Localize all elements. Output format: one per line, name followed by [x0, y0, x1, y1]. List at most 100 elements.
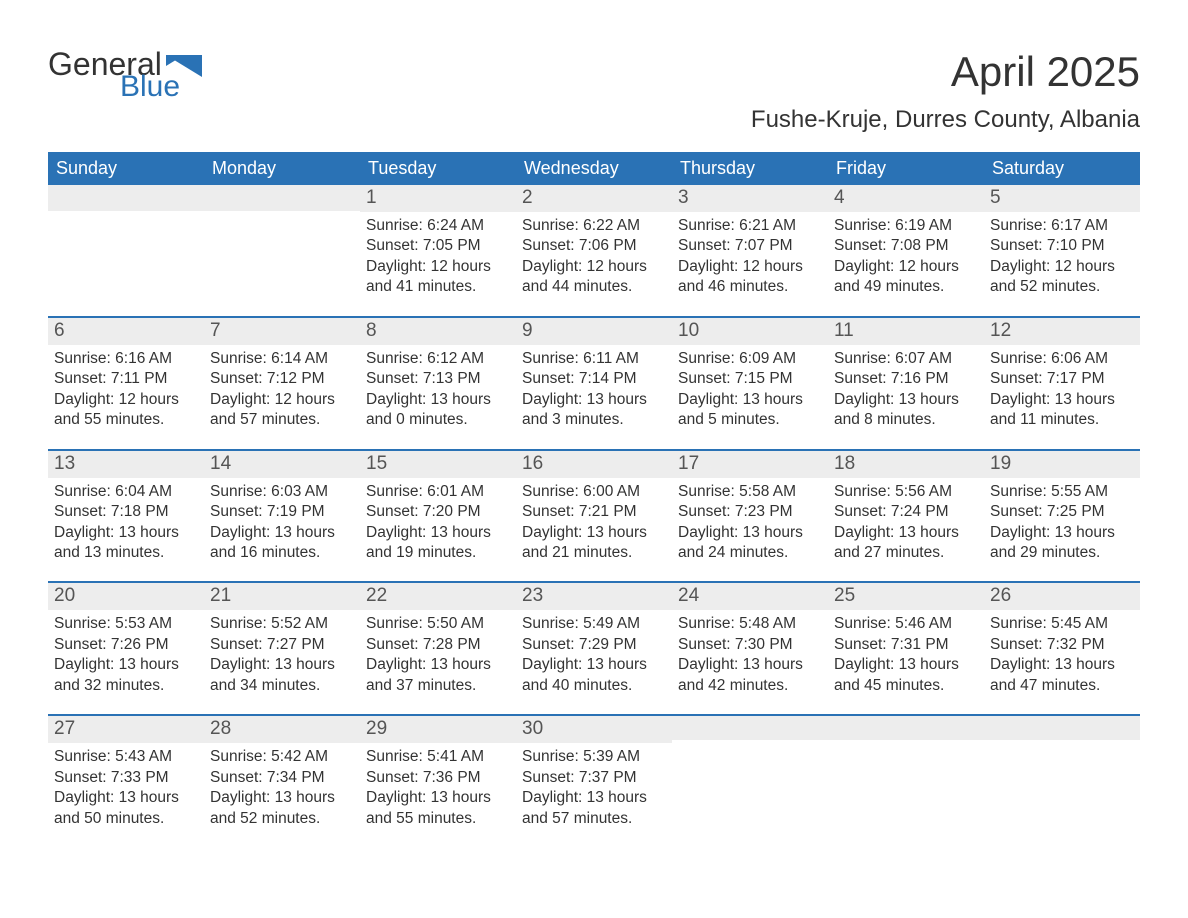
- day-number: 28: [204, 714, 360, 743]
- calendar-week: 27Sunrise: 5:43 AMSunset: 7:33 PMDayligh…: [48, 714, 1140, 847]
- day-details: Sunrise: 5:39 AMSunset: 7:37 PMDaylight:…: [516, 743, 672, 829]
- day-detail-line: Sunrise: 6:19 AM: [834, 216, 978, 236]
- day-detail-line: Sunset: 7:18 PM: [54, 502, 198, 522]
- day-detail-line: Sunset: 7:28 PM: [366, 635, 510, 655]
- day-detail-line: Sunset: 7:34 PM: [210, 768, 354, 788]
- calendar-cell: 3Sunrise: 6:21 AMSunset: 7:07 PMDaylight…: [672, 185, 828, 316]
- day-details: Sunrise: 6:24 AMSunset: 7:05 PMDaylight:…: [360, 212, 516, 298]
- day-details: Sunrise: 5:50 AMSunset: 7:28 PMDaylight:…: [360, 610, 516, 696]
- day-detail-line: and 16 minutes.: [210, 543, 354, 563]
- day-detail-line: Sunrise: 5:50 AM: [366, 614, 510, 634]
- calendar-cell: 21Sunrise: 5:52 AMSunset: 7:27 PMDayligh…: [204, 581, 360, 714]
- day-details: Sunrise: 5:45 AMSunset: 7:32 PMDaylight:…: [984, 610, 1140, 696]
- day-detail-line: and 46 minutes.: [678, 277, 822, 297]
- day-detail-line: Sunset: 7:25 PM: [990, 502, 1134, 522]
- day-number: 10: [672, 316, 828, 345]
- day-detail-line: Sunrise: 5:53 AM: [54, 614, 198, 634]
- calendar-cell: 11Sunrise: 6:07 AMSunset: 7:16 PMDayligh…: [828, 316, 984, 449]
- calendar-cell: 12Sunrise: 6:06 AMSunset: 7:17 PMDayligh…: [984, 316, 1140, 449]
- day-detail-line: and 57 minutes.: [210, 410, 354, 430]
- day-detail-line: and 19 minutes.: [366, 543, 510, 563]
- day-detail-line: and 55 minutes.: [54, 410, 198, 430]
- day-detail-line: Sunrise: 6:01 AM: [366, 482, 510, 502]
- day-detail-line: and 41 minutes.: [366, 277, 510, 297]
- day-detail-line: and 5 minutes.: [678, 410, 822, 430]
- day-detail-line: Sunset: 7:37 PM: [522, 768, 666, 788]
- day-details: Sunrise: 5:48 AMSunset: 7:30 PMDaylight:…: [672, 610, 828, 696]
- day-detail-line: and 44 minutes.: [522, 277, 666, 297]
- day-detail-line: Sunset: 7:32 PM: [990, 635, 1134, 655]
- calendar-cell: 29Sunrise: 5:41 AMSunset: 7:36 PMDayligh…: [360, 714, 516, 847]
- calendar-week: 6Sunrise: 6:16 AMSunset: 7:11 PMDaylight…: [48, 316, 1140, 449]
- calendar-cell: 19Sunrise: 5:55 AMSunset: 7:25 PMDayligh…: [984, 449, 1140, 582]
- day-number: [672, 714, 828, 740]
- day-detail-line: Sunset: 7:29 PM: [522, 635, 666, 655]
- day-detail-line: Sunset: 7:27 PM: [210, 635, 354, 655]
- calendar-cell: 6Sunrise: 6:16 AMSunset: 7:11 PMDaylight…: [48, 316, 204, 449]
- day-details: Sunrise: 5:56 AMSunset: 7:24 PMDaylight:…: [828, 478, 984, 564]
- day-detail-line: and 52 minutes.: [210, 809, 354, 829]
- day-detail-line: Sunrise: 6:03 AM: [210, 482, 354, 502]
- calendar-cell: 24Sunrise: 5:48 AMSunset: 7:30 PMDayligh…: [672, 581, 828, 714]
- day-number: 19: [984, 449, 1140, 478]
- page-header: General Blue April 2025 Fushe-Kruje, Dur…: [48, 48, 1140, 134]
- calendar-grid: Sunday Monday Tuesday Wednesday Thursday…: [48, 152, 1140, 847]
- day-detail-line: Daylight: 13 hours: [366, 390, 510, 410]
- day-detail-line: Sunset: 7:31 PM: [834, 635, 978, 655]
- day-detail-line: Sunrise: 5:58 AM: [678, 482, 822, 502]
- day-details: Sunrise: 6:22 AMSunset: 7:06 PMDaylight:…: [516, 212, 672, 298]
- day-details: Sunrise: 6:11 AMSunset: 7:14 PMDaylight:…: [516, 345, 672, 431]
- calendar-cell: 17Sunrise: 5:58 AMSunset: 7:23 PMDayligh…: [672, 449, 828, 582]
- day-number: [204, 185, 360, 211]
- day-detail-line: Sunset: 7:05 PM: [366, 236, 510, 256]
- day-detail-line: Daylight: 13 hours: [990, 655, 1134, 675]
- day-detail-line: Sunrise: 5:55 AM: [990, 482, 1134, 502]
- day-detail-line: Daylight: 13 hours: [990, 390, 1134, 410]
- dow-friday: Friday: [828, 152, 984, 185]
- day-of-week-header: Sunday Monday Tuesday Wednesday Thursday…: [48, 152, 1140, 185]
- day-detail-line: and 40 minutes.: [522, 676, 666, 696]
- day-detail-line: Sunrise: 5:41 AM: [366, 747, 510, 767]
- day-detail-line: Sunrise: 6:17 AM: [990, 216, 1134, 236]
- brand-flag-icon: [166, 55, 202, 77]
- day-number: 1: [360, 185, 516, 212]
- day-number: 8: [360, 316, 516, 345]
- calendar-cell: 20Sunrise: 5:53 AMSunset: 7:26 PMDayligh…: [48, 581, 204, 714]
- day-number: 29: [360, 714, 516, 743]
- day-details: Sunrise: 5:42 AMSunset: 7:34 PMDaylight:…: [204, 743, 360, 829]
- calendar-cell: 27Sunrise: 5:43 AMSunset: 7:33 PMDayligh…: [48, 714, 204, 847]
- day-detail-line: Daylight: 13 hours: [522, 523, 666, 543]
- day-detail-line: Sunrise: 6:06 AM: [990, 349, 1134, 369]
- day-detail-line: Daylight: 12 hours: [990, 257, 1134, 277]
- calendar-cell: 10Sunrise: 6:09 AMSunset: 7:15 PMDayligh…: [672, 316, 828, 449]
- day-detail-line: Daylight: 13 hours: [522, 655, 666, 675]
- day-number: 20: [48, 581, 204, 610]
- day-number: [984, 714, 1140, 740]
- day-number: 13: [48, 449, 204, 478]
- day-number: 30: [516, 714, 672, 743]
- day-detail-line: Sunrise: 6:12 AM: [366, 349, 510, 369]
- day-detail-line: Sunrise: 5:52 AM: [210, 614, 354, 634]
- day-detail-line: and 57 minutes.: [522, 809, 666, 829]
- day-detail-line: and 24 minutes.: [678, 543, 822, 563]
- day-detail-line: and 0 minutes.: [366, 410, 510, 430]
- day-details: [828, 740, 984, 744]
- month-title: April 2025: [751, 48, 1140, 96]
- day-detail-line: Daylight: 13 hours: [366, 788, 510, 808]
- day-detail-line: Daylight: 13 hours: [54, 523, 198, 543]
- calendar-cell: 7Sunrise: 6:14 AMSunset: 7:12 PMDaylight…: [204, 316, 360, 449]
- day-detail-line: Sunset: 7:20 PM: [366, 502, 510, 522]
- calendar-week: 13Sunrise: 6:04 AMSunset: 7:18 PMDayligh…: [48, 449, 1140, 582]
- day-detail-line: and 49 minutes.: [834, 277, 978, 297]
- day-detail-line: and 45 minutes.: [834, 676, 978, 696]
- day-detail-line: and 50 minutes.: [54, 809, 198, 829]
- calendar-cell: 18Sunrise: 5:56 AMSunset: 7:24 PMDayligh…: [828, 449, 984, 582]
- day-detail-line: Sunrise: 6:22 AM: [522, 216, 666, 236]
- calendar-cell: [48, 185, 204, 316]
- calendar-cell: 16Sunrise: 6:00 AMSunset: 7:21 PMDayligh…: [516, 449, 672, 582]
- day-detail-line: Sunrise: 6:21 AM: [678, 216, 822, 236]
- day-detail-line: Sunrise: 6:24 AM: [366, 216, 510, 236]
- day-detail-line: Sunrise: 6:09 AM: [678, 349, 822, 369]
- calendar-cell: 22Sunrise: 5:50 AMSunset: 7:28 PMDayligh…: [360, 581, 516, 714]
- day-detail-line: and 11 minutes.: [990, 410, 1134, 430]
